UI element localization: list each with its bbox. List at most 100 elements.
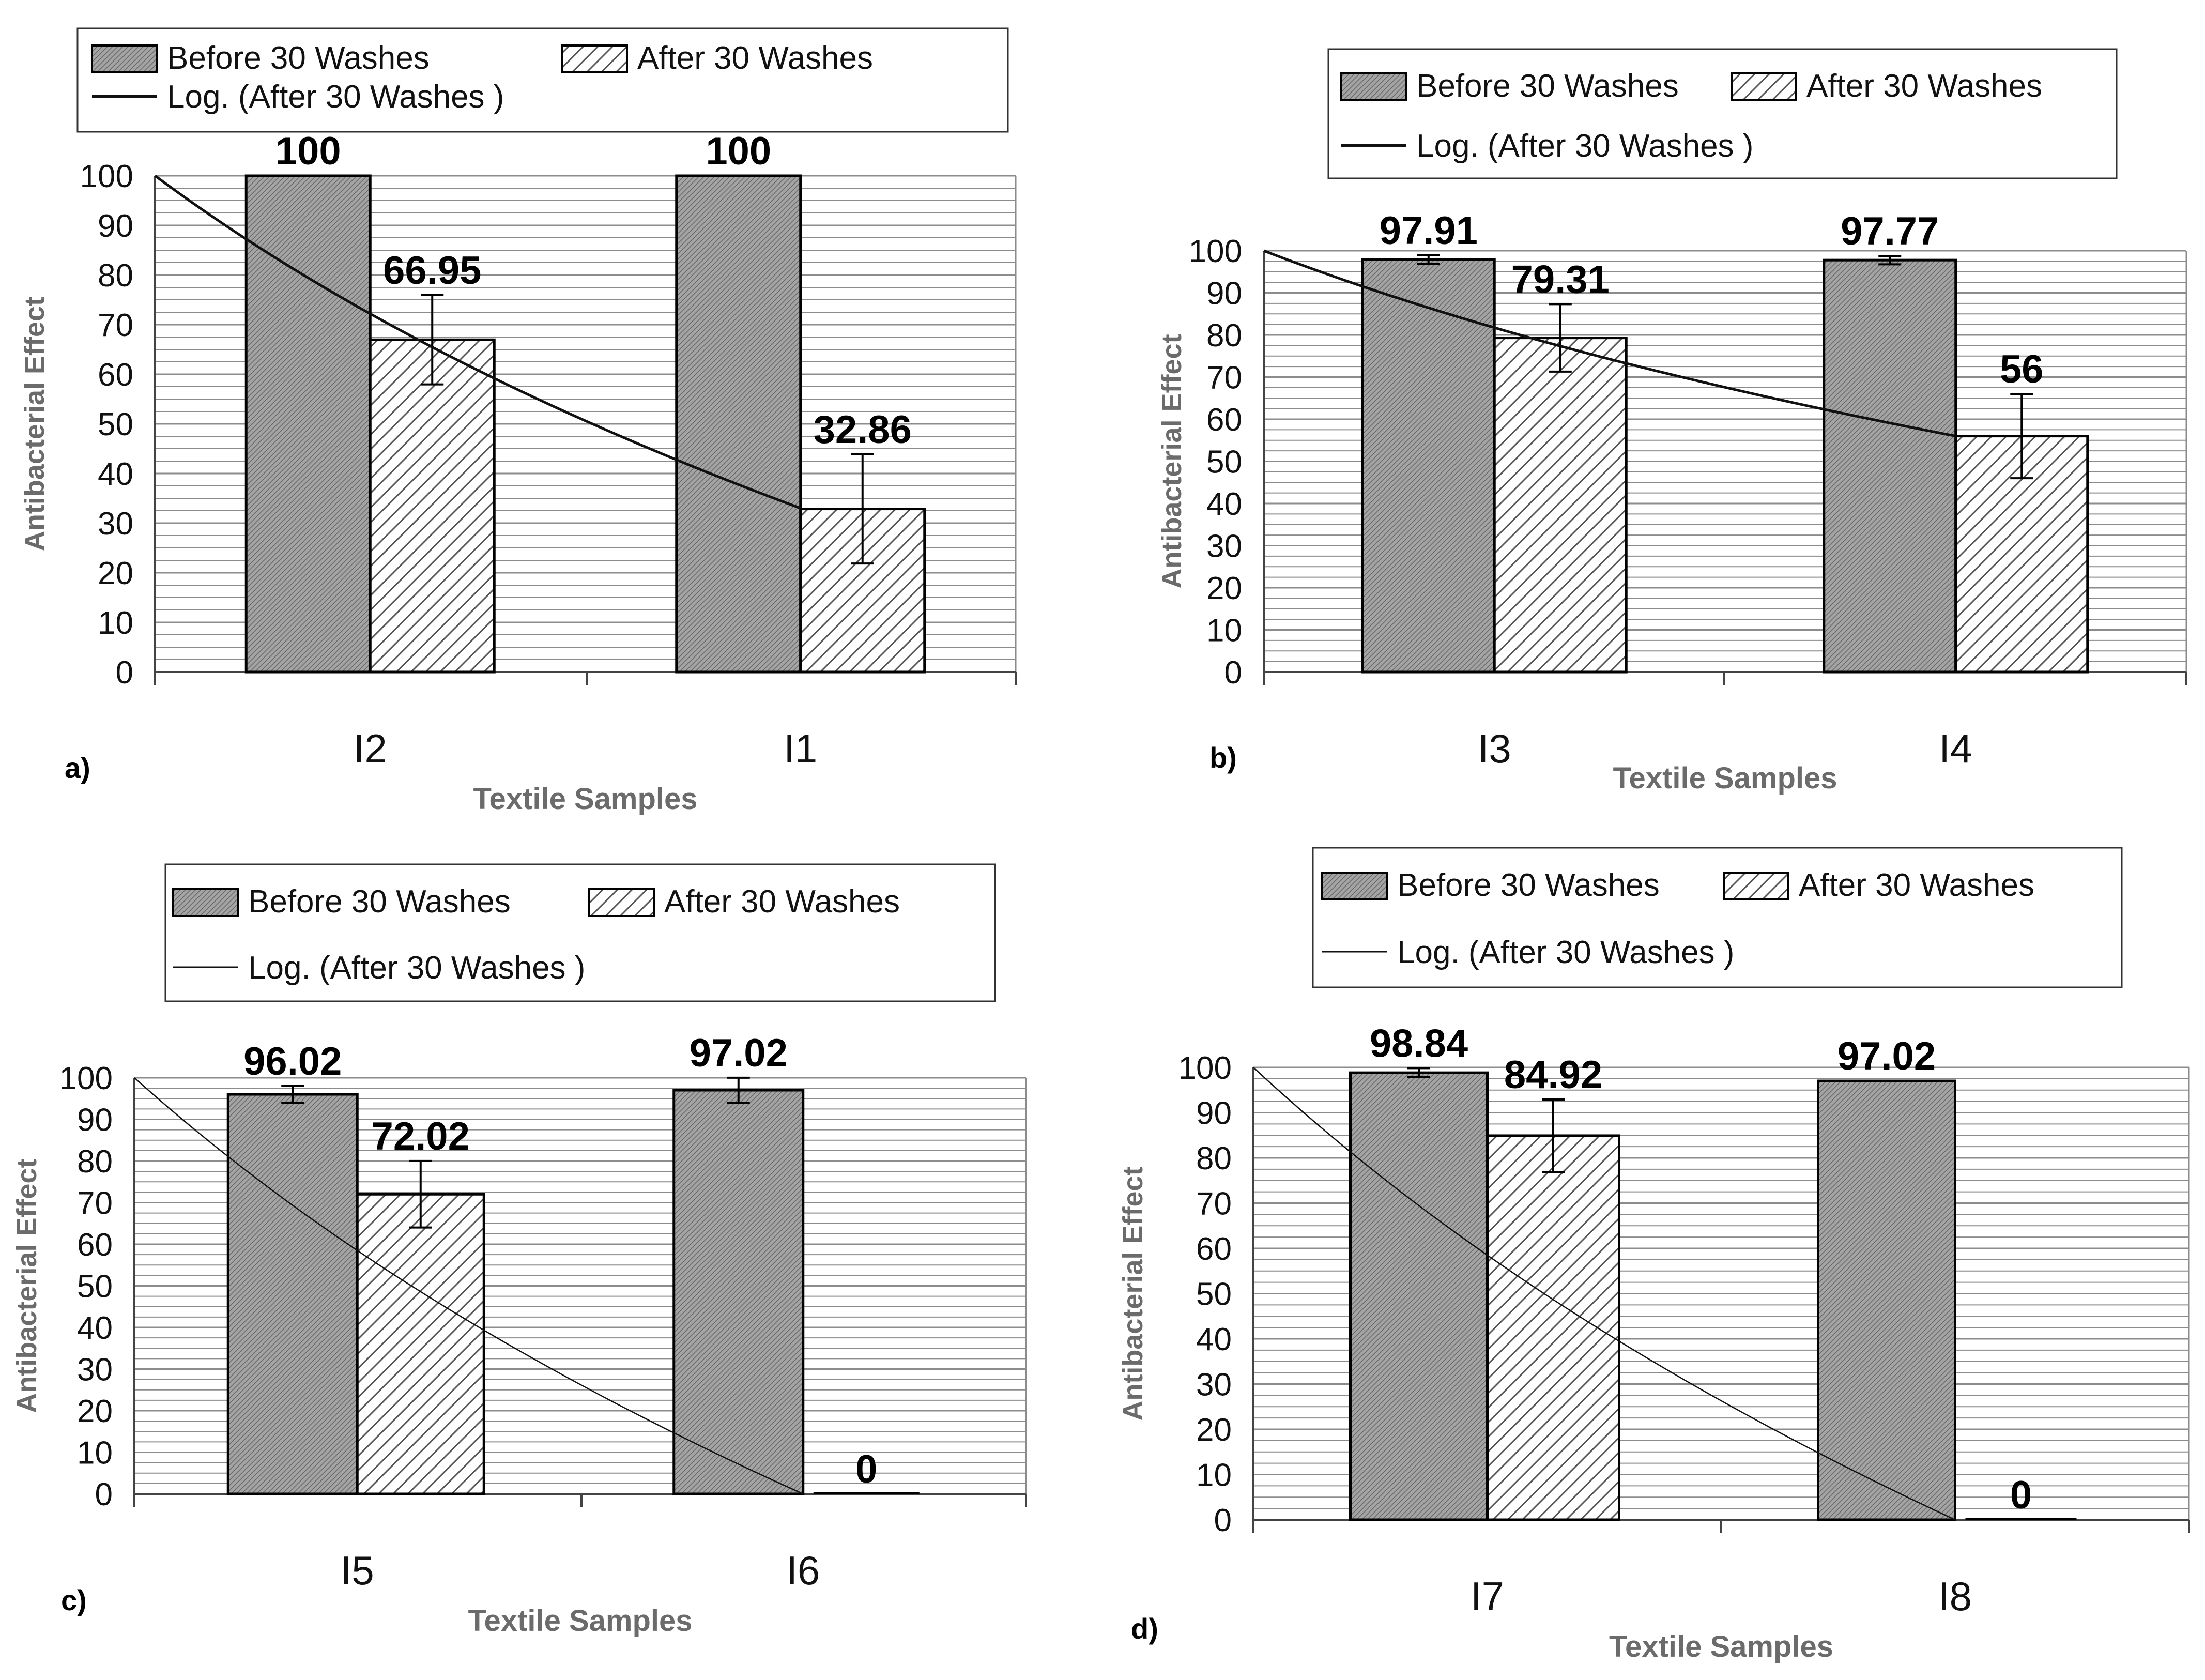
legend-label-before: Before 30 Washes	[248, 884, 511, 920]
legend-swatch-before	[1340, 72, 1407, 101]
legend-box	[76, 27, 1009, 133]
data-label: 98.84	[1370, 1021, 1468, 1065]
bar-after-i2	[369, 338, 496, 674]
legend-label-trendline: Log. (After 30 Washes )	[248, 950, 585, 986]
y-tick-label: 60	[1206, 402, 1242, 438]
legend-box	[164, 863, 996, 1002]
data-label: 84.92	[1504, 1053, 1602, 1097]
legend-swatch-after	[561, 44, 628, 73]
bar-after-i7	[1486, 1134, 1620, 1521]
legend-label-before: Before 30 Washes	[167, 40, 430, 76]
bar-before-i1	[675, 174, 802, 674]
legend-label-after: After 30 Washes	[1799, 867, 2034, 903]
data-label: 0	[2010, 1473, 2032, 1517]
y-tick-label: 20	[77, 1394, 113, 1429]
x-tick-label-i3: I3	[1478, 726, 1511, 771]
legend-label-after: After 30 Washes	[664, 884, 900, 920]
y-tick-label: 10	[98, 605, 133, 641]
legend-swatch-before	[172, 888, 239, 917]
y-tick-label: 0	[1214, 1503, 1232, 1538]
data-label: 97.91	[1380, 209, 1478, 253]
log-trendline	[1263, 249, 1956, 438]
legend: Before 30 Washes After 30 Washes Log. (Aft…	[1327, 48, 2118, 179]
y-tick-label: 40	[1206, 486, 1242, 522]
chart-panel-c: 0 10 20 30 40 50 60 70 80 90 100 96.02 72.02 I5 97.02 0…	[11, 863, 1027, 1638]
legend-label-trendline: Log. (After 30 Washes )	[1416, 128, 1753, 164]
x-tick-label-i4: I4	[1939, 726, 1972, 771]
x-axis-title: Textile Samples	[468, 1604, 692, 1638]
y-tick-label: 70	[77, 1186, 113, 1221]
y-tick-label: 0	[95, 1477, 113, 1513]
x-axis-title: Textile Samples	[1613, 761, 1837, 795]
bar-before-i6	[672, 1089, 805, 1495]
bar-after-i3	[1493, 337, 1628, 674]
data-label: 79.31	[1511, 257, 1610, 301]
y-tick-label: 90	[98, 208, 133, 244]
y-tick-label: 70	[98, 308, 133, 343]
legend: Before 30 Washes After 30 Washes Log. (Aft…	[76, 27, 1009, 133]
log-trendline	[154, 174, 801, 510]
legend-label-after: After 30 Washes	[637, 40, 873, 76]
panel-label: d)	[1131, 1612, 1158, 1645]
data-label: 66.95	[383, 249, 481, 293]
data-label: 56	[2000, 347, 2044, 391]
y-axis-title: Antibacterial Effect	[11, 1158, 42, 1413]
legend-box	[1312, 847, 2123, 988]
y-tick-label: 40	[98, 456, 133, 492]
chart-panel-b: 0 10 20 30 40 50 60 70 80 90 100 97.91 79.31 I3 97.77 5…	[1156, 48, 2187, 795]
x-tick-label-i5: I5	[341, 1548, 374, 1593]
y-tick-label: 70	[1196, 1186, 1232, 1222]
y-tick-label: 10	[1196, 1458, 1232, 1493]
bar-before-i8	[1817, 1079, 1956, 1521]
y-tick-label: 80	[1206, 318, 1242, 354]
y-tick-label: 0	[1224, 655, 1242, 691]
legend-label-after: After 30 Washes	[1806, 68, 2042, 104]
x-tick-label-i6: I6	[786, 1548, 820, 1593]
y-axis-title: Antibacterial Effect	[1117, 1166, 1149, 1421]
data-label: 32.86	[814, 408, 912, 452]
y-tick-label: 80	[1196, 1141, 1232, 1177]
legend-label-trendline: Log. (After 30 Washes )	[167, 79, 504, 115]
y-tick-label: 100	[1189, 234, 1242, 269]
legend-label-trendline: Log. (After 30 Washes )	[1397, 935, 1734, 970]
y-tick-label: 30	[98, 506, 133, 542]
y-tick-label: 100	[59, 1061, 113, 1096]
y-tick-label: 50	[77, 1269, 113, 1305]
chart-panel-d: 0 10 20 30 40 50 60 70 80 90 100 98.84 84.92 I7 97.02 0…	[1117, 847, 2190, 1663]
legend-label-before: Before 30 Washes	[1397, 867, 1660, 903]
x-tick-label-i7: I7	[1471, 1574, 1504, 1619]
y-tick-label: 90	[1206, 276, 1242, 312]
legend-swatch-after	[588, 888, 655, 917]
y-axis-title: Antibacterial Effect	[1156, 334, 1187, 588]
y-tick-label: 10	[1206, 613, 1242, 649]
y-tick-label: 50	[98, 407, 133, 442]
bar-before-i3	[1361, 258, 1496, 674]
bar-before-i7	[1349, 1071, 1489, 1521]
y-tick-label: 50	[1196, 1277, 1232, 1312]
y-tick-label: 80	[77, 1144, 113, 1180]
legend-swatch-after	[1731, 72, 1797, 101]
legend-swatch-before	[91, 44, 158, 73]
legend: Before 30 Washes After 30 Washes Log. (Aft…	[164, 863, 996, 1002]
data-label: 96.02	[243, 1040, 342, 1083]
y-tick-label: 90	[77, 1103, 113, 1138]
y-tick-label: 0	[116, 655, 133, 691]
panel-label: c)	[61, 1584, 87, 1616]
data-label: 100	[275, 129, 341, 173]
y-tick-label: 100	[1178, 1050, 1232, 1086]
chart-panel-a: 0 10 20 30 40 50 60 70 80 90 100 100 66.95 I2 100 32.86…	[19, 27, 1017, 816]
y-tick-label: 40	[77, 1310, 113, 1346]
y-tick-label: 20	[98, 556, 133, 591]
x-tick-label-i8: I8	[1938, 1574, 1972, 1619]
x-tick-label-i2: I2	[354, 726, 387, 771]
legend: Before 30 Washes After 30 Washes Log. (Aft…	[1312, 847, 2123, 988]
y-tick-label: 60	[98, 357, 133, 393]
data-label: 97.77	[1841, 209, 1939, 253]
log-trendline	[134, 1077, 804, 1495]
y-tick-label: 100	[80, 159, 133, 194]
legend-swatch-before	[1321, 872, 1388, 900]
x-axis-title: Textile Samples	[473, 782, 697, 816]
y-tick-label: 30	[77, 1352, 113, 1388]
x-axis-title: Textile Samples	[1609, 1630, 1833, 1663]
